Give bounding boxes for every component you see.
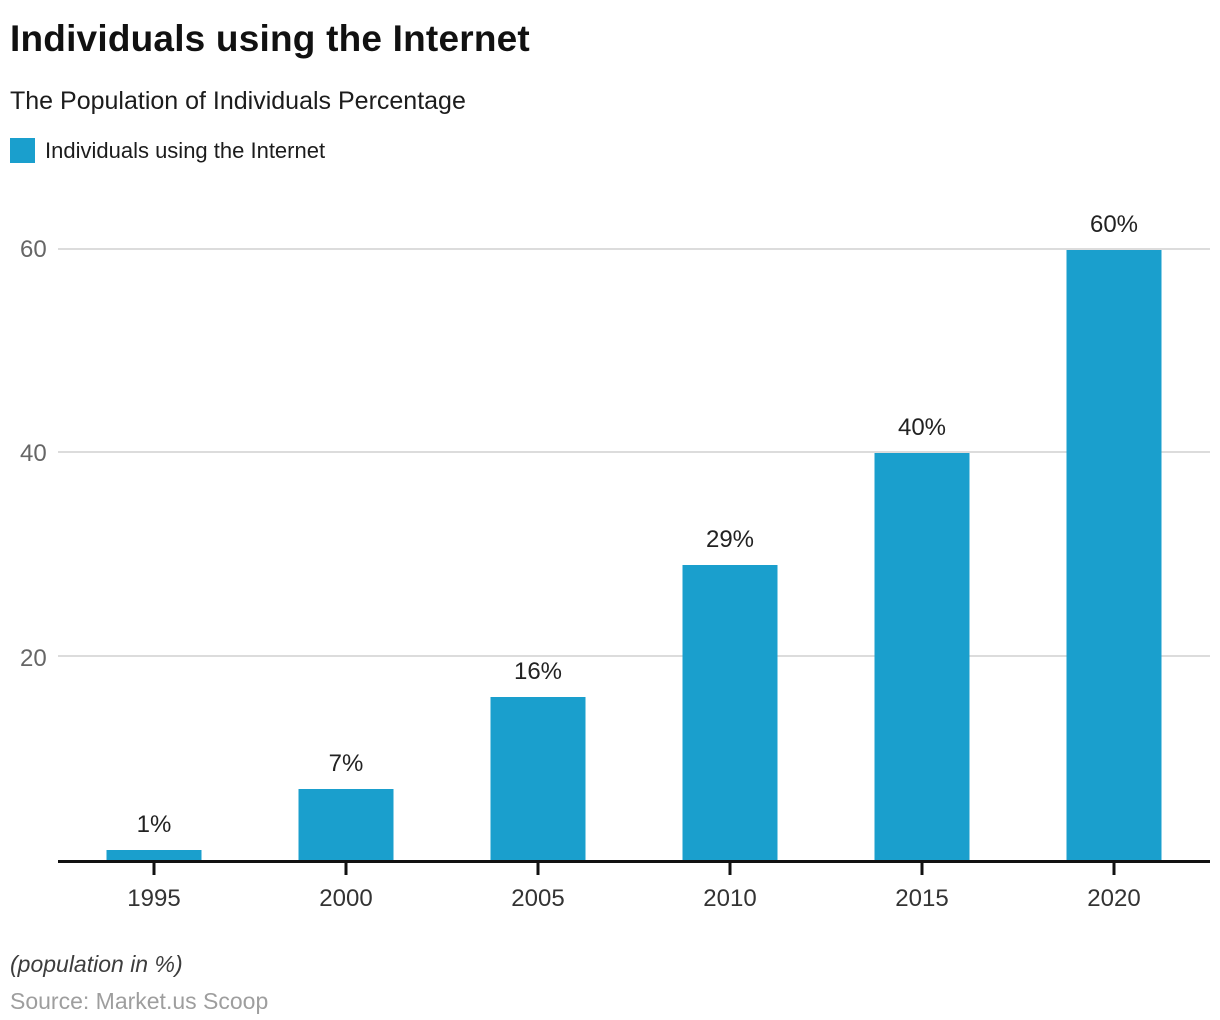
category-band-2000: 7% 2000	[250, 250, 442, 912]
x-axis-tick-2005	[536, 863, 540, 876]
x-axis-tick-2010	[728, 863, 732, 876]
bar-value-label-2020: 60%	[1089, 211, 1139, 239]
x-axis-tick-2020	[1112, 863, 1116, 876]
x-tick-label-2020: 2020	[1087, 885, 1141, 913]
bar-value-label-2015: 40%	[897, 414, 947, 442]
bar-value-label-2010: 29%	[705, 526, 755, 554]
y-tick-label-60: 60	[20, 236, 47, 264]
bar-2015[interactable]	[874, 453, 970, 861]
y-tick-label-20: 20	[20, 644, 47, 672]
gridline-40	[58, 451, 1210, 454]
category-band-1995: 1% 1995	[58, 250, 250, 912]
category-band-2005: 16% 2005	[442, 250, 634, 912]
y-tick-label-40: 40	[20, 440, 47, 468]
bar-2010[interactable]	[682, 565, 778, 861]
plot-area: 1% 1995 7% 2000 16% 2005 29% 2010 40% 2015 60% 2020	[58, 211, 1210, 912]
gridline-20	[58, 654, 1210, 657]
legend-item-internet[interactable]: Individuals using the Internet	[10, 138, 325, 164]
category-band-2010: 29% 2010	[634, 250, 826, 912]
bar-2000[interactable]	[298, 788, 394, 861]
legend-label: Individuals using the Internet	[45, 137, 326, 163]
source-credit: Source: Market.us Scoop	[10, 988, 269, 1015]
x-axis-tick-2015	[920, 863, 924, 876]
x-axis-tick-2000	[344, 863, 348, 876]
bar-2005[interactable]	[490, 697, 586, 861]
bar-1995[interactable]	[106, 849, 202, 861]
chart-subtitle: The Population of Individuals Percentage	[10, 86, 466, 115]
unit-note: (population in %)	[10, 951, 183, 978]
x-tick-label-2005: 2005	[511, 885, 565, 913]
gridline-60	[58, 248, 1210, 251]
x-tick-label-1995: 1995	[127, 885, 181, 913]
bar-value-label-2005: 16%	[513, 658, 563, 686]
bar-chart: 1% 1995 7% 2000 16% 2005 29% 2010 40% 2015 60% 2020…	[10, 211, 1212, 912]
bar-value-label-2000: 7%	[328, 749, 364, 777]
bar-2020[interactable]	[1066, 250, 1162, 861]
x-tick-label-2000: 2000	[319, 885, 373, 913]
category-band-2015: 40% 2015	[826, 250, 1018, 912]
bar-value-label-1995: 1%	[136, 810, 172, 838]
x-axis-tick-1995	[152, 863, 156, 876]
category-band-2020: 60% 2020	[1018, 211, 1210, 912]
x-tick-label-2010: 2010	[703, 885, 757, 913]
x-tick-label-2015: 2015	[895, 885, 949, 913]
chart-title: Individuals using the Internet	[10, 18, 530, 59]
category-bands: 1% 1995 7% 2000 16% 2005 29% 2010 40% 2015 60% 2020	[58, 211, 1210, 912]
legend: Individuals using the Internet	[10, 138, 1212, 169]
legend-swatch	[10, 138, 35, 164]
